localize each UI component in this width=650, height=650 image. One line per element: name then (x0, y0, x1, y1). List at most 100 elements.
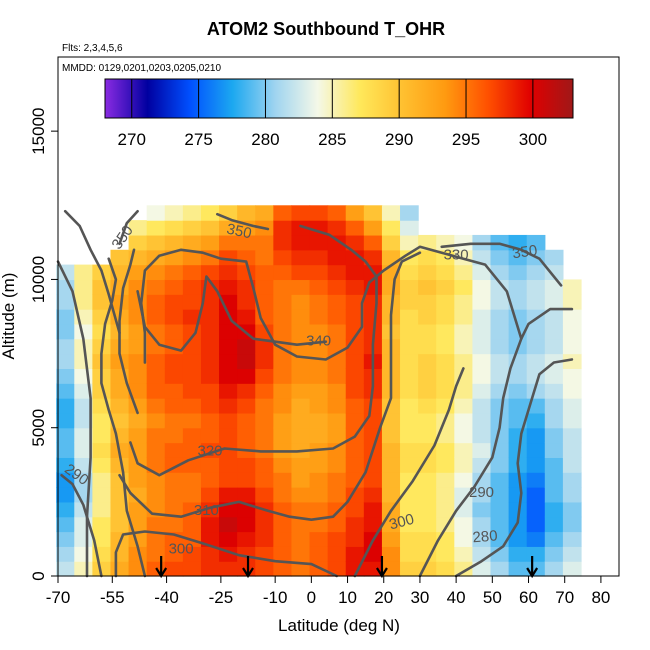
x-tick-label: 60 (519, 588, 538, 607)
y-tick-label: 0 (29, 571, 48, 580)
heatmap-cell (363, 398, 383, 414)
heatmap-cell (327, 383, 347, 399)
heatmap-cell (146, 531, 166, 547)
heatmap-cell (200, 516, 220, 533)
contour-label: 310 (194, 502, 219, 519)
x-axis: -70 -55 -40 -25 -10 0 10 20 30 40 50 60 70 80 (46, 576, 610, 607)
heatmap-cell (164, 279, 184, 295)
heatmap-cell (490, 487, 510, 503)
heatmap-cell (219, 264, 238, 281)
heatmap-cell (128, 368, 148, 384)
heatmap-cell (508, 309, 528, 325)
heatmap-cell (164, 368, 184, 384)
heatmap-cell (562, 294, 582, 310)
heatmap-cell (454, 427, 474, 444)
y-tick-label: 10000 (29, 256, 48, 303)
heatmap-cell (92, 516, 112, 533)
heatmap-cell (490, 294, 510, 310)
heatmap-cell (327, 264, 347, 281)
heatmap-cell (327, 205, 347, 221)
heatmap-cell (327, 234, 347, 251)
heatmap-cell (237, 427, 256, 444)
heatmap-cell (182, 398, 202, 414)
heatmap-cell (56, 412, 75, 429)
heatmap-cell (110, 249, 130, 266)
flights-text: Flts: 2,3,4,5,6 (62, 43, 123, 54)
heatmap-cell (562, 323, 582, 340)
heatmap-cell (237, 353, 256, 369)
heatmap-cell (291, 279, 311, 295)
heatmap-cell (291, 398, 311, 414)
heatmap-cell (92, 501, 112, 518)
heatmap-cell (200, 220, 220, 236)
y-tick-label: 15000 (29, 108, 48, 155)
contour-300 (353, 367, 465, 578)
x-tick-label: 10 (338, 588, 357, 607)
heatmap-cell (363, 294, 383, 310)
heatmap-cell (345, 353, 365, 369)
heatmap-cell (92, 442, 112, 458)
heatmap-cell (381, 249, 401, 266)
heatmap-cell (56, 457, 75, 473)
heatmap-cell (200, 234, 220, 251)
heatmap-cell (255, 249, 274, 266)
heatmap-cell (363, 205, 383, 221)
heatmap-cell (273, 531, 293, 547)
heatmap-cell (219, 516, 238, 533)
heatmap-cell (526, 487, 546, 503)
heatmap-cell (164, 427, 184, 444)
heatmap-cell (309, 220, 329, 236)
heatmap-cell (291, 546, 311, 562)
heatmap-cell (562, 309, 582, 325)
heatmap-cell (345, 368, 365, 384)
heatmap-cell (128, 546, 148, 562)
heatmap-cell (508, 501, 528, 518)
heatmap-cell (237, 368, 256, 384)
heatmap-cell (309, 279, 329, 295)
heatmap-cell (92, 457, 112, 473)
heatmap-cell (562, 457, 582, 473)
heatmap-cell (327, 309, 347, 325)
heatmap-cell (56, 279, 75, 295)
heatmap-cell (400, 368, 419, 384)
x-tick-label: -70 (46, 588, 71, 607)
heatmap-cell (291, 309, 311, 325)
heatmap-cell (454, 338, 474, 355)
heatmap-cell (309, 323, 329, 340)
y-axis-label: Altitude (m) (0, 273, 18, 360)
heatmap-cell (273, 279, 293, 295)
heatmap-cell (164, 516, 184, 533)
heatmap-cell (526, 501, 546, 518)
heatmap-cell (436, 338, 455, 355)
heatmap-cell (182, 472, 202, 488)
heatmap-cell (544, 294, 564, 310)
heatmap-cell (472, 353, 492, 369)
heatmap-cell (454, 264, 474, 281)
heatmap-cell (418, 368, 437, 384)
heatmap-cell (418, 338, 437, 355)
heatmap-cell (255, 234, 274, 251)
heatmap-cell (128, 234, 148, 251)
heatmap-cell (309, 546, 329, 562)
heatmap-cell (327, 472, 347, 488)
heatmap-cell (544, 501, 564, 518)
heatmap-cell (345, 383, 365, 399)
heatmap-cell (291, 264, 311, 281)
heatmap-cell (56, 501, 75, 518)
heatmap-cell (219, 368, 238, 384)
contour-label: 280 (472, 527, 498, 546)
heatmap-cell (562, 398, 582, 414)
heatmap-cell (562, 368, 582, 384)
heatmap-cell (562, 516, 582, 533)
heatmap-cell (56, 338, 75, 355)
heatmap-cell (345, 531, 365, 547)
heatmap-cell (56, 309, 75, 325)
heatmap-cell (436, 368, 455, 384)
heatmap-cell (436, 323, 455, 340)
heatmap-cell (544, 561, 564, 577)
heatmap-cell (291, 249, 311, 266)
heatmap-cell (200, 472, 220, 488)
heatmap-cell (544, 546, 564, 562)
heatmap-cell (345, 294, 365, 310)
